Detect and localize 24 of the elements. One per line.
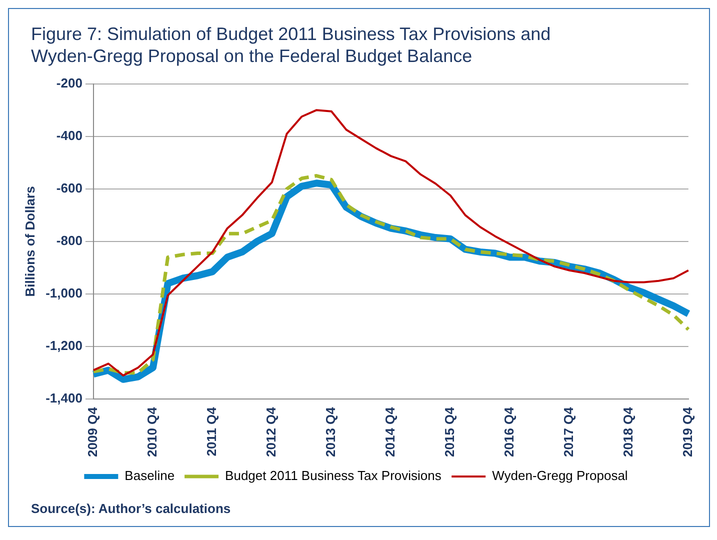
y-tick-label: -800 [56, 233, 82, 248]
chart-title: Figure 7: Simulation of Budget 2011 Business Tax Provisions and Wyden-Gregg Proposal on the Federal Budget Balance [31, 23, 552, 67]
x-tick-label: 2014 Q4 [382, 406, 398, 457]
x-tick-label: 2019 Q4 [680, 406, 695, 457]
x-tick-label: 2011 Q4 [204, 406, 220, 456]
y-axis-title: Billions of Dollars [22, 186, 38, 297]
x-tick-label: 2013 Q4 [323, 406, 338, 457]
source-note: Source(s): Author’s calculations [30, 500, 232, 518]
x-tick-label: 2018 Q4 [620, 406, 636, 457]
x-tick-label: 2009 Q4 [85, 406, 100, 457]
x-tick-label: 2015 Q4 [442, 406, 457, 457]
y-tick-label: -1,000 [46, 286, 82, 301]
y-tick-label: -200 [56, 75, 82, 90]
x-tick-label: 2017 Q4 [560, 406, 576, 457]
x-tick-label: 2012 Q4 [264, 406, 279, 457]
legend-label: Baseline [124, 468, 175, 484]
x-tick-label: 2010 Q4 [144, 406, 160, 457]
y-tick-label: -600 [56, 180, 82, 196]
legend-label: Budget 2011 Business Tax Provisions [225, 468, 442, 484]
y-tick-label: -1,400 [46, 390, 82, 406]
x-tick-label: 2016 Q4 [501, 406, 516, 457]
y-tick-label: -1,200 [46, 338, 82, 354]
legend-label: Wyden-Gregg Proposal [492, 468, 628, 484]
y-tick-label: -400 [56, 128, 82, 143]
